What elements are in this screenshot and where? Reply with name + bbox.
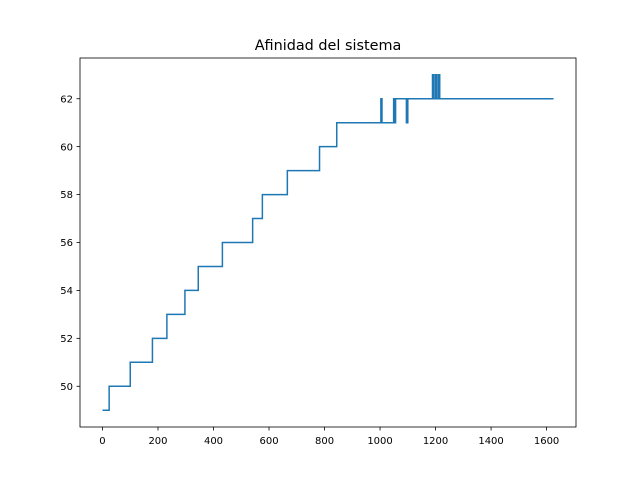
y-tick-label: 62 [60, 94, 73, 105]
x-tick-label: 1200 [423, 436, 448, 447]
y-tick-label: 54 [60, 286, 73, 297]
x-tick-label: 1400 [478, 436, 503, 447]
series-line-0 [102, 74, 554, 411]
x-tick-label: 200 [148, 436, 167, 447]
y-tick-label: 52 [60, 334, 73, 345]
y-tick-label: 50 [60, 382, 73, 393]
x-tick-label: 1600 [534, 436, 559, 447]
plot-area: 0 200 400 600 800 1000 1200 1400 1600 50 52 54 56 58 6… [60, 57, 577, 447]
y-tick-label: 56 [60, 238, 73, 249]
chart-title: Afinidad del sistema [255, 38, 402, 54]
x-tick-label: 800 [315, 436, 334, 447]
y-tick-label: 60 [60, 142, 73, 153]
x-tick-label: 0 [99, 436, 105, 447]
x-tick-label: 600 [259, 436, 278, 447]
x-tick-label: 400 [204, 436, 223, 447]
y-tick-label: 58 [60, 190, 73, 201]
x-tick-label: 1000 [367, 436, 392, 447]
